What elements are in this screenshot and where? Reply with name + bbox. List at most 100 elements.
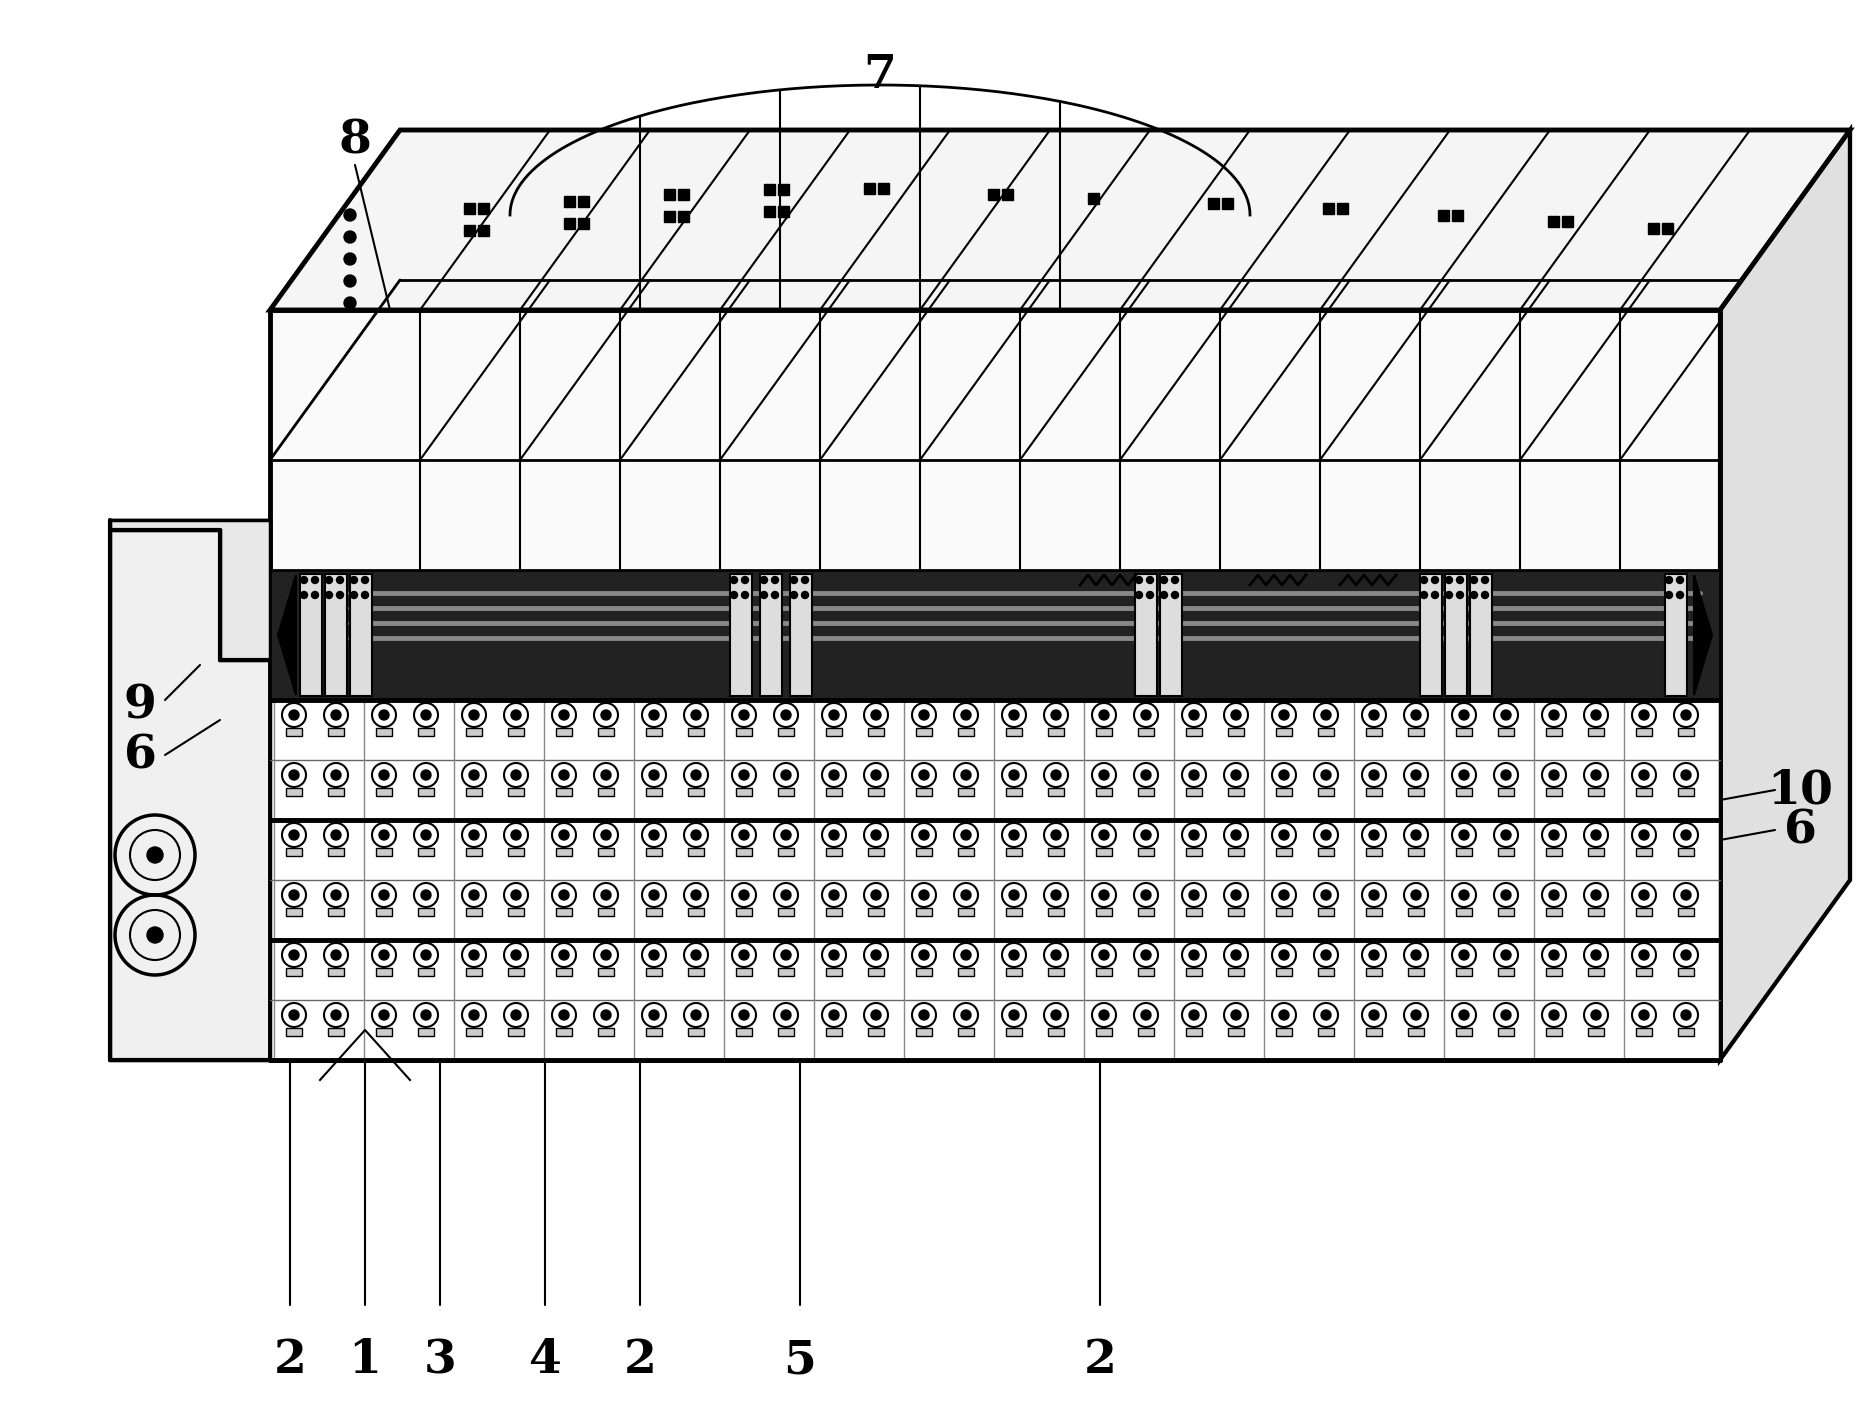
Bar (1003, 190, 1014, 200)
Bar (1135, 574, 1157, 696)
Circle shape (1549, 770, 1560, 780)
Circle shape (1432, 591, 1439, 599)
Circle shape (782, 1010, 791, 1020)
Circle shape (1460, 831, 1469, 841)
Circle shape (648, 890, 659, 900)
Bar (916, 908, 932, 916)
Circle shape (802, 576, 808, 583)
Circle shape (470, 1010, 479, 1020)
Circle shape (771, 576, 778, 583)
Circle shape (1445, 591, 1452, 599)
Circle shape (1640, 710, 1649, 720)
Circle shape (1549, 949, 1560, 959)
Circle shape (1231, 710, 1240, 720)
Circle shape (691, 1010, 700, 1020)
Bar (1276, 1029, 1292, 1036)
Circle shape (1640, 831, 1649, 841)
Circle shape (336, 591, 344, 599)
Bar (1408, 968, 1424, 976)
Circle shape (1640, 770, 1649, 780)
Circle shape (1320, 770, 1331, 780)
Bar (1006, 908, 1021, 916)
Circle shape (1500, 770, 1512, 780)
Circle shape (739, 710, 748, 720)
Text: 7: 7 (864, 52, 897, 98)
Bar (1679, 968, 1694, 976)
Circle shape (379, 710, 388, 720)
Bar (646, 908, 661, 916)
Bar (1318, 1029, 1333, 1036)
Circle shape (828, 710, 839, 720)
Bar (329, 848, 344, 856)
Bar (1276, 968, 1292, 976)
Circle shape (1099, 949, 1109, 959)
Bar (1047, 908, 1064, 916)
Circle shape (344, 275, 357, 287)
Bar (1636, 788, 1653, 797)
Circle shape (1500, 949, 1512, 959)
Bar (826, 788, 841, 797)
Bar (269, 940, 1720, 1060)
Bar (1096, 788, 1112, 797)
Bar (687, 727, 704, 736)
Bar (1047, 1029, 1064, 1036)
Bar (1456, 788, 1473, 797)
Bar (466, 908, 483, 916)
Circle shape (871, 1010, 880, 1020)
Polygon shape (279, 574, 295, 695)
Circle shape (741, 576, 748, 583)
Circle shape (422, 831, 431, 841)
Text: 2: 2 (273, 1337, 306, 1382)
Circle shape (1008, 890, 1019, 900)
Bar (1547, 848, 1562, 856)
Bar (329, 788, 344, 797)
Bar (678, 190, 689, 200)
Circle shape (1135, 591, 1142, 599)
Bar (1636, 848, 1653, 856)
Circle shape (301, 591, 308, 599)
Bar (466, 968, 483, 976)
Circle shape (1369, 770, 1380, 780)
Circle shape (1500, 831, 1512, 841)
Bar (375, 908, 392, 916)
Circle shape (602, 710, 611, 720)
Bar (418, 727, 435, 736)
Circle shape (147, 927, 163, 942)
Circle shape (1099, 890, 1109, 900)
Bar (1138, 1029, 1153, 1036)
Bar (1588, 848, 1604, 856)
Circle shape (1640, 1010, 1649, 1020)
Bar (1276, 908, 1292, 916)
Circle shape (1500, 890, 1512, 900)
Circle shape (1188, 770, 1200, 780)
Bar (1679, 788, 1694, 797)
Bar (1452, 209, 1463, 221)
Bar (730, 574, 752, 696)
Bar (1006, 968, 1021, 976)
Circle shape (559, 1010, 568, 1020)
Circle shape (344, 297, 357, 308)
Circle shape (331, 710, 342, 720)
Bar (1547, 727, 1562, 736)
Circle shape (919, 890, 928, 900)
Circle shape (919, 831, 928, 841)
Circle shape (1421, 576, 1428, 583)
Circle shape (325, 591, 332, 599)
Bar (1227, 968, 1244, 976)
Circle shape (962, 890, 971, 900)
Circle shape (470, 890, 479, 900)
Circle shape (1099, 831, 1109, 841)
Bar (1547, 788, 1562, 797)
Circle shape (331, 1010, 342, 1020)
Circle shape (602, 1010, 611, 1020)
Circle shape (1279, 890, 1289, 900)
Bar (1276, 788, 1292, 797)
Circle shape (962, 1010, 971, 1020)
Circle shape (1231, 949, 1240, 959)
Circle shape (1591, 710, 1601, 720)
Circle shape (1411, 770, 1421, 780)
Circle shape (1549, 831, 1560, 841)
Circle shape (1188, 949, 1200, 959)
Circle shape (1099, 1010, 1109, 1020)
Circle shape (1008, 770, 1019, 780)
